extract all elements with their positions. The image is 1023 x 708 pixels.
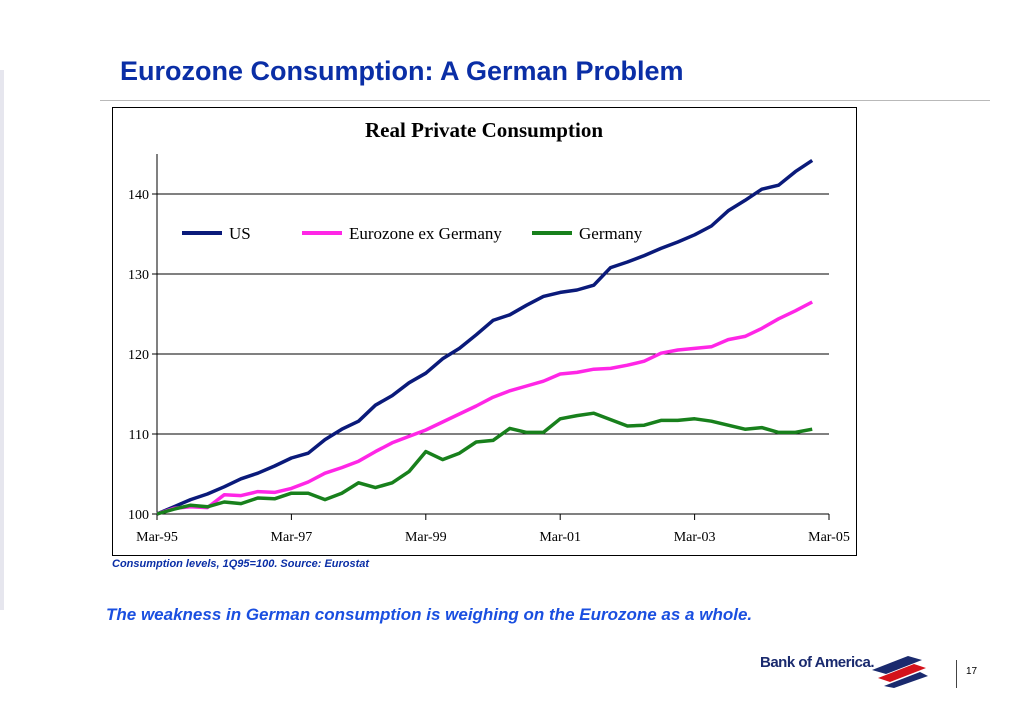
- x-tick-label: Mar-97: [271, 530, 313, 545]
- chart-frame: [112, 107, 857, 556]
- page-number: 17: [966, 666, 978, 677]
- source-note: Consumption levels, 1Q95=100. Source: Eu…: [112, 558, 370, 570]
- x-tick-label: Mar-03: [674, 530, 716, 545]
- line-chart: Real Private Consumption 100 110 120 130 140 M…: [128, 118, 850, 545]
- title-divider: [100, 100, 990, 101]
- slide-caption: The weakness in German consumption is we…: [106, 605, 753, 624]
- legend-label: US: [229, 224, 251, 243]
- y-tick-label: 110: [129, 428, 149, 443]
- y-tick-label: 120: [128, 348, 149, 363]
- bank-of-america-logo: Bank of America.: [760, 652, 940, 692]
- chart-title: Real Private Consumption: [365, 118, 603, 142]
- flag-icon: [872, 656, 928, 688]
- x-tick-label: Mar-99: [405, 530, 447, 545]
- slide-title: Eurozone Consumption: A German Problem: [120, 56, 684, 86]
- left-edge-bar: [0, 70, 4, 610]
- legend-label: Germany: [579, 224, 643, 243]
- series-line-eurozone-ex-germany: [156, 300, 814, 516]
- series-line-us: [156, 158, 814, 516]
- x-tick-label: Mar-05: [808, 530, 850, 545]
- footer-separator: [956, 660, 957, 688]
- legend-label: Eurozone ex Germany: [349, 224, 502, 243]
- x-tick-label: Mar-95: [136, 530, 178, 545]
- logo-wordmark: Bank of America.: [760, 654, 875, 671]
- y-tick-label: 100: [128, 508, 149, 523]
- y-tick-label: 140: [128, 188, 149, 203]
- x-tick-label: Mar-01: [539, 530, 581, 545]
- y-tick-label: 130: [128, 268, 149, 283]
- series-line-germany: [156, 411, 813, 516]
